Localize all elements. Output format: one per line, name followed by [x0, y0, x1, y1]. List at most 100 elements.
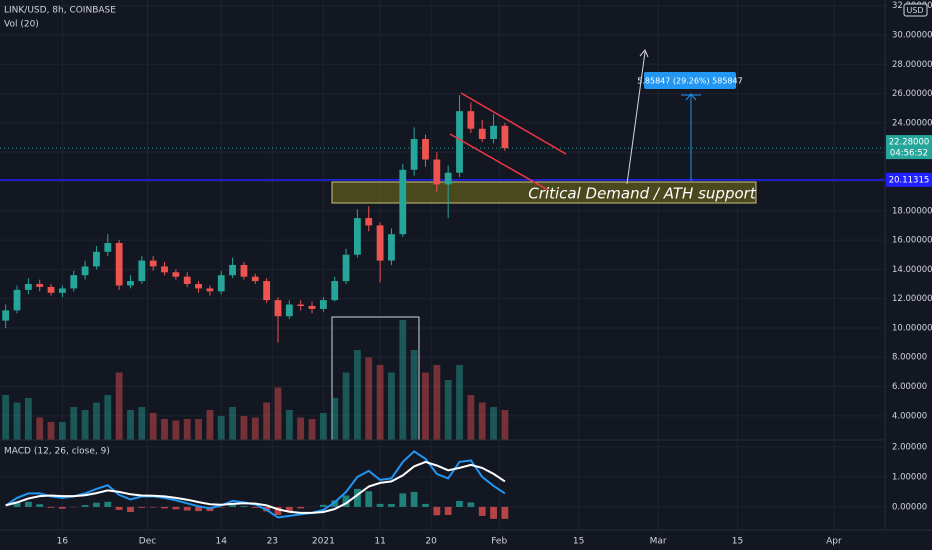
candle-body — [342, 254, 350, 282]
macd-hist-bar — [501, 506, 509, 519]
volume-bar — [422, 372, 429, 440]
y2-tick-label: 2.00000 — [892, 442, 927, 452]
y-tick-label: 26.00000 — [892, 89, 932, 99]
candle-body — [410, 139, 418, 170]
candle-body — [127, 281, 134, 286]
last-price-badge — [886, 135, 932, 160]
macd-hist-bar — [285, 506, 293, 512]
macd-hist-bar — [388, 503, 395, 507]
macd-hist-bar — [467, 502, 475, 507]
macd-hist-bar — [319, 504, 327, 507]
macd-hist-bar — [36, 504, 44, 507]
volume-bar — [444, 380, 452, 440]
candle-body — [319, 300, 327, 309]
macd-hist-bar — [127, 506, 134, 512]
level-label: 20.11315 — [889, 175, 930, 185]
volume-bar — [24, 398, 32, 440]
volume-bar — [342, 372, 350, 440]
macd-hist-bar — [217, 506, 225, 508]
macd-hist-bar — [138, 506, 146, 508]
macd-hist-bar — [115, 506, 123, 510]
candle-body — [115, 242, 123, 286]
macd-hist-bar — [47, 506, 55, 508]
grid — [0, 0, 885, 530]
measure-badge — [644, 72, 736, 89]
volume-label: Vol (20) — [4, 20, 39, 30]
macd-hist-bar — [456, 500, 463, 507]
candle-body — [161, 266, 168, 273]
candle-body — [59, 288, 66, 293]
candle-body — [365, 218, 373, 226]
volume-bar — [308, 419, 316, 440]
macd-hist-bar — [251, 506, 259, 508]
channel-top — [460, 92, 567, 155]
macd-hist-bar — [274, 506, 282, 515]
candle-body — [376, 225, 384, 261]
currency[interactable]: USD — [906, 6, 923, 15]
candle-body — [206, 288, 214, 292]
y-tick-label: 6.00000 — [892, 382, 927, 392]
x-tick-label: 15 — [573, 537, 584, 547]
macd-hist-bar — [81, 505, 89, 507]
volume-bar — [274, 387, 282, 440]
candle-body — [467, 111, 475, 129]
x-tick-label: 14 — [216, 537, 228, 547]
volume-bar — [195, 419, 202, 440]
arrow — [626, 51, 646, 185]
macd-hist-bar — [104, 501, 112, 507]
macd-hist-bar — [297, 506, 305, 509]
volume-bar — [319, 413, 327, 440]
volume-bar — [433, 365, 441, 440]
y-tick-label: 28.00000 — [892, 60, 932, 70]
macd-hist-bar — [399, 493, 407, 507]
volume-bar — [206, 410, 214, 440]
candle-body — [240, 264, 248, 277]
candle-body — [149, 260, 157, 267]
candle-body — [24, 284, 32, 290]
y-tick-label: 18.00000 — [892, 206, 932, 216]
macd-hist-bar — [433, 506, 441, 516]
signal-line — [5, 460, 506, 514]
currency-badge[interactable] — [903, 3, 928, 17]
candle-body — [70, 275, 78, 289]
macd-hist-bar — [478, 506, 486, 516]
y-tick-label: 10.00000 — [892, 323, 932, 333]
measure-label: 5.85847 (29.26%) 585847 — [637, 77, 742, 86]
volume-bar — [161, 419, 168, 440]
macd-hist-bar — [331, 500, 339, 507]
macd-label: MACD (12, 26, close, 9) — [4, 447, 110, 457]
candle-body — [81, 266, 89, 276]
x-tick-label: Dec — [139, 537, 156, 547]
volume-bar — [456, 365, 463, 440]
macd-hist-bar — [172, 506, 180, 510]
macd-hist-bar — [444, 506, 452, 515]
axes: 4.00000 6.00000 8.00000 10.00000 12.00000 14.… — [57, 1, 932, 547]
candle-body — [104, 242, 112, 252]
y-tick-label: 24.00000 — [892, 118, 932, 128]
candle-body — [285, 304, 293, 317]
candle-body — [195, 284, 202, 289]
countdown: 04:56:52 — [890, 149, 928, 159]
volume-bar — [81, 410, 89, 440]
macd-hist-bar — [376, 503, 384, 507]
volume-bar — [354, 350, 361, 440]
x-tick-label: 15 — [732, 537, 743, 547]
volume-bar — [93, 402, 100, 440]
candle-body — [478, 128, 486, 140]
candle-body — [251, 276, 259, 282]
macd-hist-bar — [422, 503, 429, 507]
plot — [0, 95, 885, 519]
macd-hist-bar — [410, 491, 418, 507]
x-tick-label: 16 — [57, 537, 69, 547]
volume-bar — [263, 402, 271, 440]
volume-bar — [331, 398, 339, 440]
volume-bar — [183, 419, 191, 440]
candle-body — [47, 286, 55, 293]
candle-body — [388, 234, 395, 261]
macd-hist-bar — [240, 506, 248, 507]
candle-body — [93, 251, 100, 267]
candle-body — [2, 310, 10, 321]
level-badge — [886, 172, 932, 187]
